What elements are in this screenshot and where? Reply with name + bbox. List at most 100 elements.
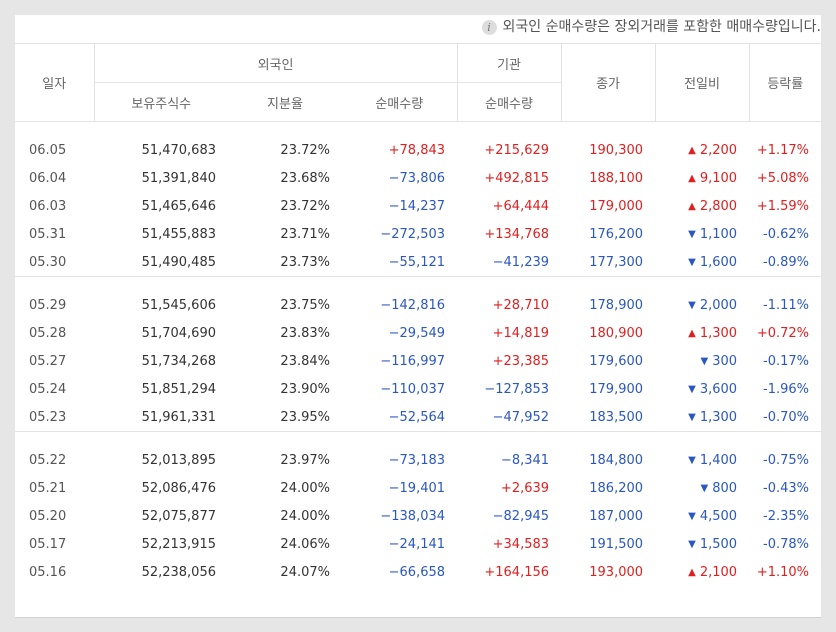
change-value: 9,100 (699, 170, 738, 186)
close-cell: 179,600 (589, 353, 644, 369)
foreign-net-cell: −55,121 (388, 254, 446, 270)
rate-cell: -2.35% (763, 508, 810, 524)
table-row: 05.29 51,545,606 23.75% −142,816 +28,710 178,… (15, 291, 821, 319)
foreign-net-cell: −272,503 (380, 226, 446, 242)
foreign-net-cell: −73,806 (388, 170, 446, 186)
table-row: 05.20 52,075,877 24.00% −138,034 −82,945 187,… (15, 502, 821, 530)
foreign-net-cell: −29,549 (388, 325, 446, 341)
holdings-cell: 52,013,895 (141, 452, 216, 468)
triangle-down-icon: ▼ (700, 482, 709, 494)
rate-cell: +1.17% (756, 142, 810, 158)
holdings-cell: 51,490,485 (141, 254, 216, 270)
table-row: 05.28 51,704,690 23.83% −29,549 +14,819 180,9… (15, 319, 821, 347)
rate-cell: -1.11% (763, 297, 810, 313)
ratio-cell: 23.71% (280, 226, 330, 242)
group-separator (15, 122, 821, 137)
foreign-net-cell: −66,658 (388, 564, 446, 580)
triangle-down-icon: ▼ (688, 228, 696, 240)
date-cell: 06.05 (29, 142, 67, 158)
ratio-cell: 23.90% (280, 381, 330, 397)
rate-cell: -0.75% (763, 452, 810, 468)
trading-table: 일자 외국인 기관 종가 전일비 등락률 보유주식수 지분율 순매수량 순매수량… (15, 43, 821, 586)
close-cell: 183,500 (589, 409, 644, 425)
foreign-net-cell: −142,816 (380, 297, 446, 313)
rate-cell: +5.08% (756, 170, 810, 186)
date-cell: 05.21 (29, 480, 67, 496)
ratio-cell: 23.73% (280, 254, 330, 270)
close-cell: 177,300 (589, 254, 644, 270)
foreign-net-cell: −14,237 (388, 198, 446, 214)
close-cell: 176,200 (589, 226, 644, 242)
rate-cell: -0.70% (763, 409, 810, 425)
foreign-net-cell: −110,037 (380, 381, 446, 397)
date-cell: 05.29 (29, 297, 67, 313)
ratio-cell: 24.07% (280, 564, 330, 580)
header-rate: 등락률 (748, 43, 821, 122)
ratio-cell: 24.00% (280, 508, 330, 524)
triangle-down-icon: ▼ (700, 355, 709, 367)
ratio-cell: 23.97% (280, 452, 330, 468)
inst-net-cell: +28,710 (492, 297, 550, 313)
separator-cell (15, 276, 821, 291)
change-value: 2,800 (699, 198, 738, 214)
inst-net-cell: +2,639 (500, 480, 550, 496)
close-cell: 193,000 (589, 564, 644, 580)
close-cell: 190,300 (589, 142, 644, 158)
triangle-down-icon: ▼ (688, 454, 696, 466)
holdings-cell: 51,961,331 (141, 409, 216, 425)
foreign-net-cell: −138,034 (380, 508, 446, 524)
date-cell: 05.24 (29, 381, 67, 397)
close-cell: 186,200 (589, 480, 644, 496)
holdings-cell: 52,075,877 (141, 508, 216, 524)
info-icon[interactable]: i (481, 19, 497, 35)
triangle-up-icon: ▲ (688, 566, 696, 578)
close-cell: 179,900 (589, 381, 644, 397)
date-cell: 05.28 (29, 325, 67, 341)
inst-net-cell: +134,768 (484, 226, 550, 242)
foreign-net-cell: −116,997 (380, 353, 446, 369)
change-value: 1,300 (699, 409, 738, 425)
change-cell: ▲ 1,300 (655, 319, 749, 347)
close-cell: 187,000 (589, 508, 644, 524)
header-institution: 기관 (456, 43, 562, 83)
table-row: 05.30 51,490,485 23.73% −55,121 −41,239 177,3… (15, 248, 821, 277)
change-cell: ▼ 1,300 (655, 403, 749, 432)
header-foreign-net: 순매수량 (342, 82, 458, 122)
inst-net-cell: +14,819 (492, 325, 550, 341)
change-cell: ▲ 2,100 (655, 558, 749, 586)
table-row: 05.17 52,213,915 24.06% −24,141 +34,583 191,5… (15, 530, 821, 558)
rate-cell: -1.96% (763, 381, 810, 397)
change-cell: ▲ 2,800 (655, 192, 749, 220)
close-cell: 184,800 (589, 452, 644, 468)
date-cell: 05.27 (29, 353, 67, 369)
inst-net-cell: +34,583 (492, 536, 550, 552)
holdings-cell: 52,213,915 (141, 536, 216, 552)
ratio-cell: 23.75% (280, 297, 330, 313)
header-close: 종가 (560, 43, 656, 122)
triangle-down-icon: ▼ (688, 299, 696, 311)
inst-net-cell: +164,156 (484, 564, 550, 580)
triangle-up-icon: ▲ (688, 144, 696, 156)
triangle-up-icon: ▲ (688, 200, 696, 212)
change-value: 1,100 (699, 226, 738, 242)
foreign-net-cell: +78,843 (388, 142, 446, 158)
change-value: 3,600 (699, 381, 738, 397)
triangle-down-icon: ▼ (688, 510, 696, 522)
rate-cell: -0.62% (763, 226, 810, 242)
ratio-cell: 23.72% (280, 198, 330, 214)
separator-cell (15, 122, 821, 137)
rate-cell: +1.10% (756, 564, 810, 580)
rate-cell: +1.59% (756, 198, 810, 214)
change-cell: ▼ 1,400 (655, 446, 749, 474)
holdings-cell: 51,545,606 (141, 297, 216, 313)
triangle-up-icon: ▲ (688, 327, 696, 339)
table-row: 05.27 51,734,268 23.84% −116,997 +23,385 179,… (15, 347, 821, 375)
ratio-cell: 23.84% (280, 353, 330, 369)
rate-cell: -0.17% (763, 353, 810, 369)
close-cell: 188,100 (589, 170, 644, 186)
foreign-net-cell: −73,183 (388, 452, 446, 468)
triangle-down-icon: ▼ (688, 538, 696, 550)
change-value: 800 (712, 480, 738, 496)
inst-net-cell: −82,945 (492, 508, 550, 524)
change-value: 1,300 (699, 325, 738, 341)
